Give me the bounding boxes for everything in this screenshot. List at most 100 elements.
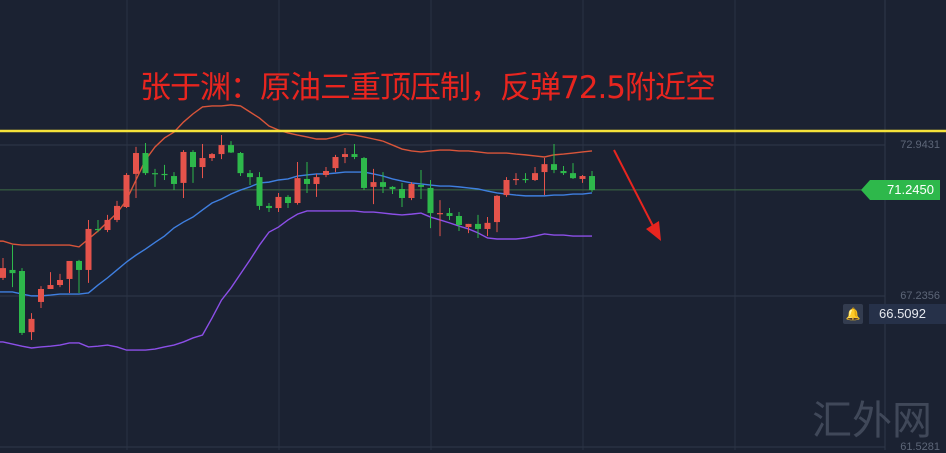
candle-body [361,158,367,188]
candle [456,212,462,232]
candle-body [190,151,196,168]
candle-body [570,173,576,179]
candle [85,219,92,283]
candle [19,268,25,336]
candle [560,165,567,175]
candle-body [28,318,35,333]
candle-body [456,215,462,225]
candle [427,180,434,229]
candle [237,151,244,177]
candle [133,146,139,198]
candle [266,203,272,213]
candle-body [161,173,168,176]
candle-body [95,228,101,231]
candle-body [9,269,16,274]
candle [38,286,44,309]
y-tick-label: 72.9431 [900,139,940,151]
candle [209,153,215,161]
candle-body [247,173,253,178]
candle [161,164,168,181]
candle-body [66,260,73,279]
candle [256,172,263,210]
candle-body [114,205,120,220]
candle [104,214,111,233]
bollinger-middle-line [0,171,593,297]
candle [332,154,339,173]
candle [541,158,548,196]
candle-body [370,182,377,187]
candle [304,162,310,193]
candle-body [342,154,348,157]
candle [399,182,405,207]
candle-body [589,176,595,191]
price-alert[interactable]: 🔔 66.5092 [843,304,946,324]
candle [218,135,225,160]
candle [389,186,396,195]
watermark-logo: 汇外网 [812,398,932,444]
candle [190,150,196,183]
candle-body [522,178,529,181]
candle [313,173,320,197]
candle [494,195,500,233]
candle-body [332,156,339,169]
candle [285,195,291,209]
candle-body [142,153,149,174]
candle [465,223,472,234]
candle-body [0,268,6,278]
candle-body [579,176,586,179]
candle-body [104,219,111,231]
candle [275,192,282,213]
candle [503,177,510,197]
candle [123,173,130,209]
bell-icon[interactable]: 🔔 [843,304,863,324]
candle-body [494,195,500,223]
candle-body [418,185,424,187]
candle-body [484,222,491,229]
candle [589,171,595,192]
bollinger-lower-line [0,210,592,351]
candle-body [427,187,434,214]
candle-body [256,177,263,206]
candle [76,259,82,293]
candle-body [76,260,82,270]
candle-body [323,171,329,175]
candle [522,173,529,183]
candles [0,135,595,341]
candle [361,156,367,191]
candle [551,144,557,174]
candle-body [389,186,396,189]
candle [532,167,538,182]
candle [247,169,253,186]
candle [171,172,177,191]
y-tick-label: 67.2356 [900,290,940,302]
candle-body [532,173,538,181]
bollinger-upper-line [0,104,593,248]
candle-body [351,154,358,157]
candle-body [38,288,44,302]
candle [228,141,234,154]
candle-body [275,196,282,209]
candle-body [85,228,92,270]
candle [66,260,73,293]
candle [446,208,453,220]
candle-body [551,164,557,170]
candle-body [475,223,481,229]
candle-body [266,205,272,209]
candle [323,167,329,178]
candle-body [228,145,234,153]
candle-body [513,178,519,181]
candle [57,273,63,288]
candle [142,142,149,175]
candle-body [218,145,225,155]
candle [570,163,576,179]
candle [437,200,443,237]
candle-body [47,285,54,289]
down-arrow-icon [613,149,655,229]
candle [95,219,101,233]
candle-body [399,188,405,198]
candle [513,173,519,186]
candle-body [133,153,139,174]
candle-body [437,213,443,215]
candle-body [237,153,244,174]
